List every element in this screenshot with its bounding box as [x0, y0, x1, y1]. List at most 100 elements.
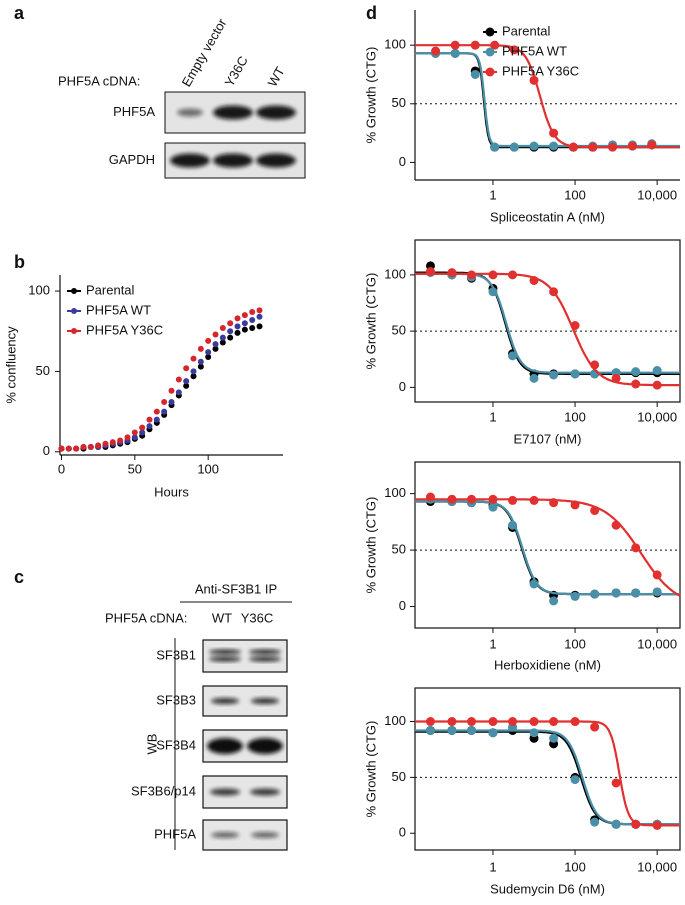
data-point — [652, 587, 662, 597]
data-point — [161, 398, 168, 405]
data-point — [227, 320, 234, 327]
data-point — [631, 543, 641, 553]
x-axis-title: Herboxidiene (nM) — [494, 657, 601, 672]
data-point — [205, 337, 212, 344]
data-point — [73, 445, 80, 452]
data-point — [131, 429, 138, 436]
y-axis-title: % Growth (CTG) — [363, 273, 378, 370]
y-tick-label: 100 — [384, 266, 406, 281]
data-point — [447, 717, 457, 727]
data-point — [212, 345, 219, 352]
data-point — [631, 819, 641, 829]
fit-curve — [415, 500, 680, 596]
data-point — [627, 141, 637, 151]
blot-band — [249, 649, 281, 655]
data-point — [65, 445, 72, 452]
data-point — [197, 345, 204, 352]
data-point — [241, 320, 248, 327]
data-point — [631, 367, 641, 377]
data-point — [450, 40, 460, 50]
blot-band — [170, 153, 210, 168]
legend-label: PHF5A WT — [502, 43, 567, 58]
y-axis-title: % confluency — [3, 326, 18, 404]
data-point — [467, 494, 477, 504]
data-point — [570, 717, 580, 727]
data-point — [570, 775, 580, 785]
blot-band — [247, 738, 283, 754]
blot-band — [207, 738, 243, 754]
data-point — [590, 722, 600, 732]
data-point — [146, 423, 153, 430]
y-tick-label: 0 — [43, 443, 50, 458]
blot-background — [202, 639, 288, 673]
x-tick-label: 0 — [58, 461, 65, 476]
data-point — [549, 128, 559, 138]
row-label: PHF5A — [154, 826, 196, 841]
data-point — [568, 142, 578, 152]
row-label: SF3B1 — [156, 647, 196, 662]
y-axis-title: % Growth (CTG) — [363, 721, 378, 818]
data-point — [219, 325, 226, 332]
data-point — [467, 270, 477, 280]
lane-label: WT — [212, 610, 232, 625]
data-point — [205, 349, 212, 356]
data-point — [529, 495, 539, 505]
data-point — [241, 326, 248, 333]
data-point — [227, 328, 234, 335]
y-tick-label: 50 — [392, 95, 406, 110]
data-point — [175, 389, 182, 396]
data-point — [488, 270, 498, 280]
data-point — [447, 725, 457, 735]
data-point — [124, 434, 131, 441]
fit-curve — [415, 730, 680, 826]
data-point — [508, 270, 518, 280]
blot-band — [256, 153, 296, 168]
data-point — [249, 325, 256, 332]
legend-marker — [485, 67, 495, 77]
data-point — [425, 267, 435, 276]
data-point — [590, 817, 600, 827]
x-axis-title: Spliceostatin A (nM) — [490, 209, 605, 224]
data-point — [109, 439, 116, 446]
row-label: PHF5A — [113, 104, 155, 119]
fit-curve — [415, 272, 680, 387]
blot-band — [209, 649, 241, 655]
data-point — [205, 353, 212, 360]
data-point — [652, 380, 662, 390]
data-point — [80, 443, 87, 450]
row-label: SF3B4 — [156, 737, 196, 752]
panel-label: a — [14, 3, 25, 23]
data-point — [529, 579, 539, 589]
data-point — [234, 323, 241, 330]
data-point — [139, 429, 146, 436]
legend-label: PHF5A Y36C — [502, 63, 579, 78]
panel-label: b — [14, 252, 25, 272]
y-tick-label: 0 — [399, 379, 406, 394]
data-point — [197, 358, 204, 365]
y-tick-label: 100 — [384, 713, 406, 728]
blot-band — [250, 788, 280, 796]
x-axis-title: Sudemycin D6 (nM) — [490, 881, 605, 896]
data-point — [549, 717, 559, 727]
x-axis-title: Hours — [154, 484, 189, 499]
cdna-label: PHF5A cDNA: — [105, 610, 187, 625]
y-tick-label: 100 — [384, 485, 406, 500]
data-point — [529, 717, 539, 727]
x-tick-label: 100 — [564, 859, 586, 874]
blot-band — [211, 832, 239, 838]
data-point — [652, 366, 662, 375]
data-point — [249, 308, 256, 315]
fit-curve — [415, 44, 680, 149]
y-tick-label: 0 — [399, 154, 406, 169]
data-point — [117, 437, 124, 444]
blot-band — [251, 698, 279, 704]
lane-label: WT — [265, 64, 288, 89]
blot-band — [209, 656, 241, 662]
data-point — [529, 276, 539, 285]
panel-label: c — [14, 567, 24, 587]
legend-marker — [485, 47, 495, 57]
data-point — [161, 408, 168, 415]
data-point — [549, 287, 559, 297]
data-point — [227, 334, 234, 341]
data-point — [490, 142, 500, 152]
